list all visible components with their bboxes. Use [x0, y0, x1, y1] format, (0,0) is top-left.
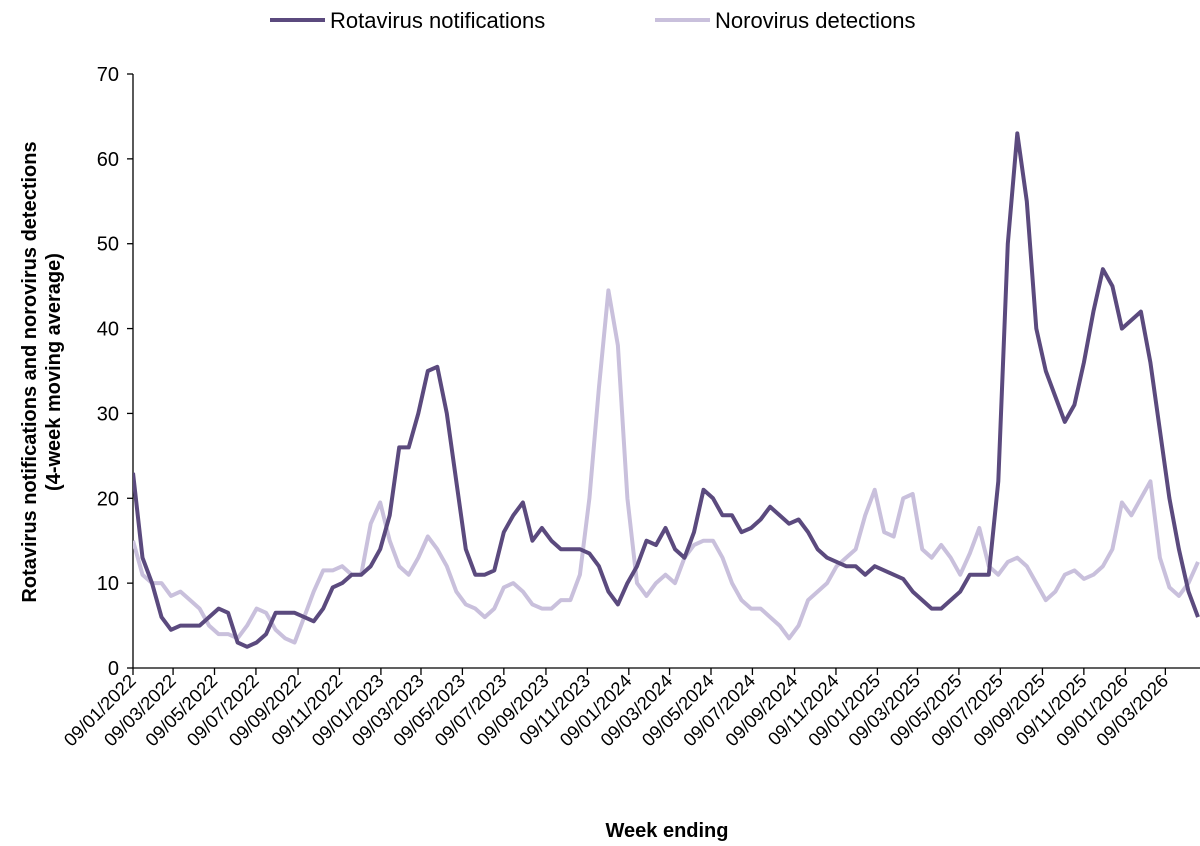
y-tick-label: 60	[97, 149, 119, 171]
series-line	[133, 288, 1200, 645]
y-tick-label: 40	[97, 319, 119, 341]
y-tick-label: 10	[97, 573, 119, 595]
legend-label: Rotavirus notifications	[330, 8, 545, 33]
y-tick-label: 50	[97, 234, 119, 256]
y-axis-title: Rotavirus notifications and norovirus de…	[19, 141, 65, 602]
y-tick-label: 20	[97, 488, 119, 510]
x-axis-title: Week ending	[606, 820, 729, 842]
y-axis-title-line: Rotavirus notifications and norovirus de…	[19, 141, 41, 602]
series-line	[133, 131, 1200, 649]
y-axis-title-line: (4-week moving average)	[43, 253, 65, 491]
y-tick-label: 70	[97, 64, 119, 86]
y-tick-label: 30	[97, 403, 119, 425]
legend-label: Norovirus detections	[715, 8, 916, 33]
y-tick-label: 0	[108, 658, 119, 680]
